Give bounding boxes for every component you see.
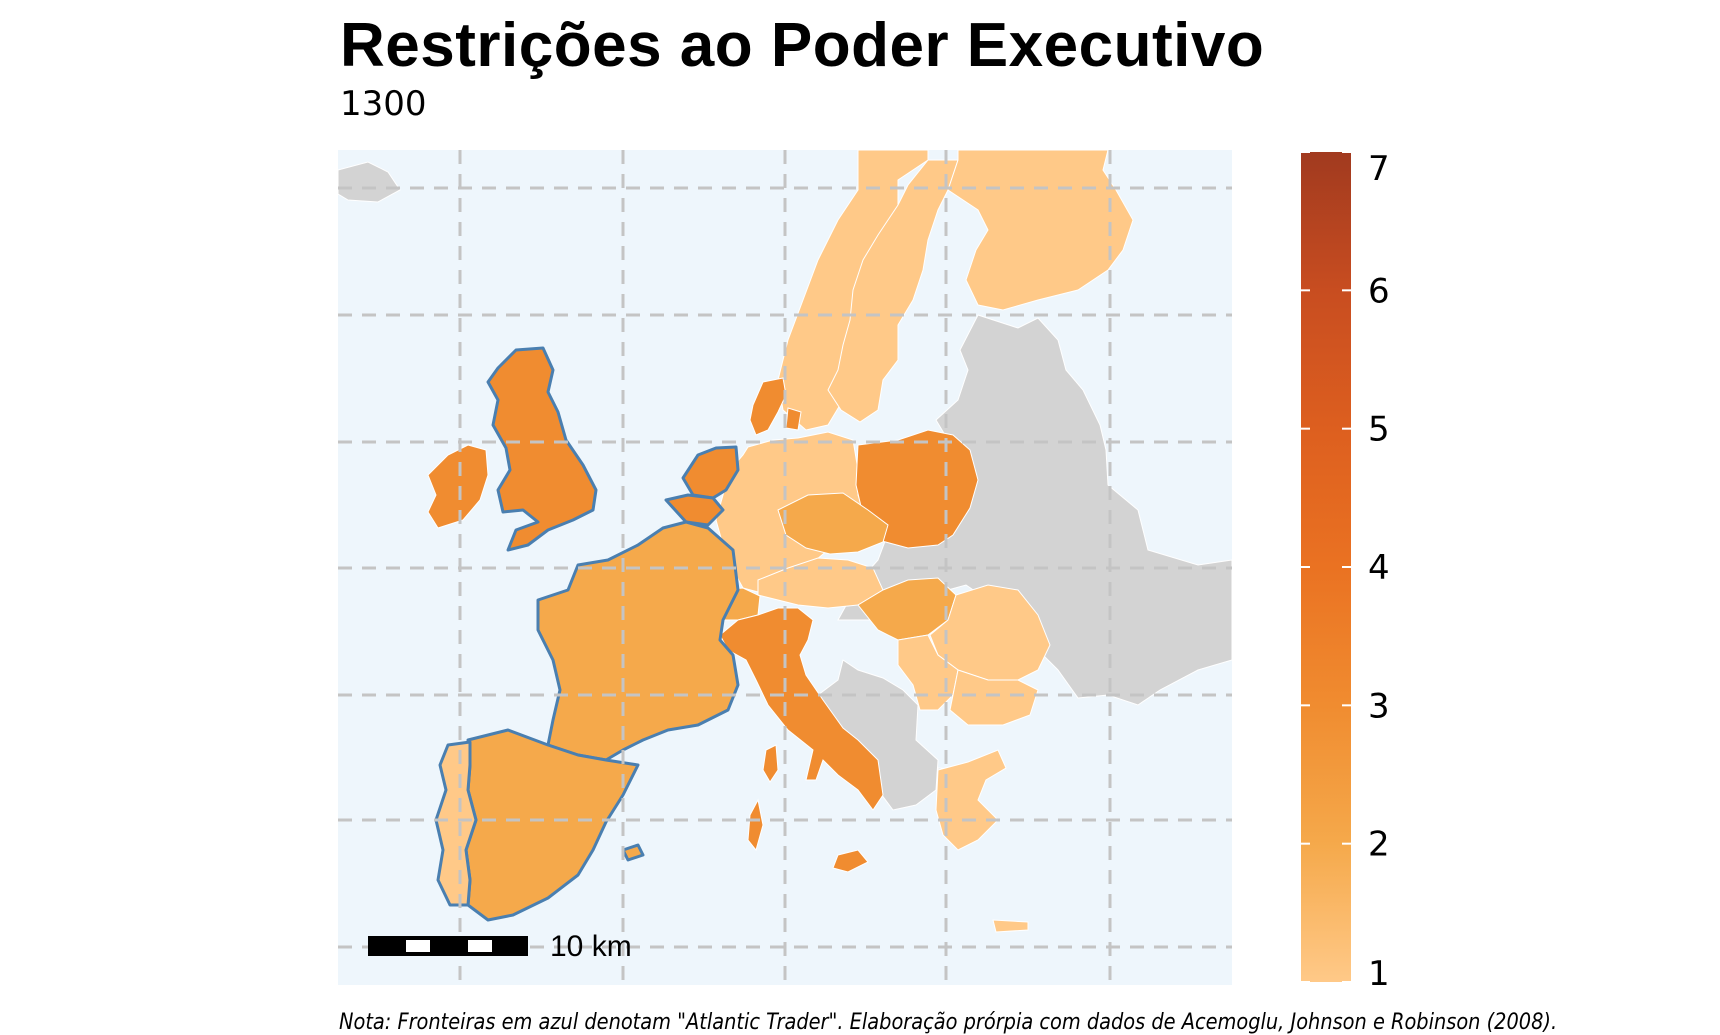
country-portugal: [434, 740, 478, 907]
legend-ticks: 1 2 3 4 5 6 7: [1301, 150, 1390, 990]
scale-bar-label: 10 km: [550, 930, 632, 963]
legend-tick-label: 1: [1368, 954, 1390, 990]
scale-bar-segment: [468, 940, 492, 952]
country-bulgaria: [949, 669, 1039, 726]
legend-tick-label: 2: [1368, 825, 1390, 865]
scale-bar-segment: [368, 936, 400, 956]
country-italy: [719, 607, 884, 873]
country-czechia: [777, 492, 889, 555]
legend-tick-label: 7: [1368, 150, 1390, 189]
map-title: Restrições ao Poder Executivo: [340, 11, 1265, 80]
country-greece: [935, 749, 1029, 933]
scale-bar: 10 km: [368, 930, 632, 963]
legend-tick-label: 6: [1368, 271, 1390, 311]
footnote: Nota: Fronteiras em azul denotam "Atlant…: [339, 1010, 1558, 1035]
country-united-kingdom: [486, 346, 598, 552]
country-sweden: [827, 159, 959, 423]
country-denmark: [749, 377, 802, 436]
legend-tick-label: 3: [1368, 686, 1390, 726]
map-subtitle: 1300: [340, 84, 427, 124]
legend-tick-label: 5: [1368, 410, 1390, 450]
legend-tick-label: 4: [1368, 548, 1390, 588]
scale-bar-segment: [406, 940, 430, 952]
atlantic-trader-countries: [427, 346, 740, 922]
country-france: [536, 520, 740, 762]
scale-bar-segment: [432, 936, 464, 956]
europe-choropleth-map: 10 km: [338, 150, 1232, 985]
country-corsica: [762, 744, 779, 783]
color-scale-legend: 1 2 3 4 5 6 7: [1301, 150, 1390, 990]
iceland-region: [338, 161, 401, 203]
scale-bar-segment: [496, 936, 528, 956]
